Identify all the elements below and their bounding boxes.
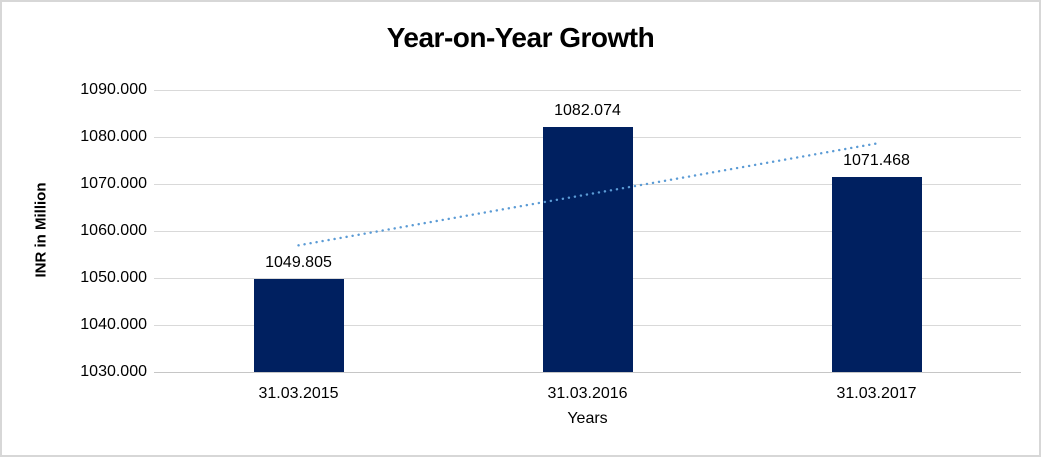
x-axis-tick-label: 31.03.2017 [836,385,917,402]
x-axis-line [154,372,1021,373]
x-axis-tick-label: 31.03.2016 [547,385,628,402]
gridline [154,90,1021,91]
chart-title: Year-on-Year Growth [386,22,655,53]
data-label: 1049.805 [265,253,332,271]
y-axis-tick-label: 1070.000 [80,175,147,192]
y-axis-tick-label: 1050.000 [80,269,147,286]
data-label: 1082.074 [554,102,621,120]
y-axis-tick-label: 1040.000 [80,316,147,333]
data-label: 1071.468 [843,152,910,170]
bar-31.03.2015 [253,278,344,372]
y-axis-tick-label: 1030.000 [80,363,147,380]
x-axis-title: Years [567,410,608,427]
x-axis-tick-label: 31.03.2015 [258,385,339,402]
bar-31.03.2016 [542,127,633,372]
y-axis-tick-label: 1090.000 [80,81,147,98]
bar-31.03.2017 [831,177,922,372]
y-axis-tick-label: 1060.000 [80,222,147,239]
y-axis-tick-label: 1080.000 [80,128,147,145]
